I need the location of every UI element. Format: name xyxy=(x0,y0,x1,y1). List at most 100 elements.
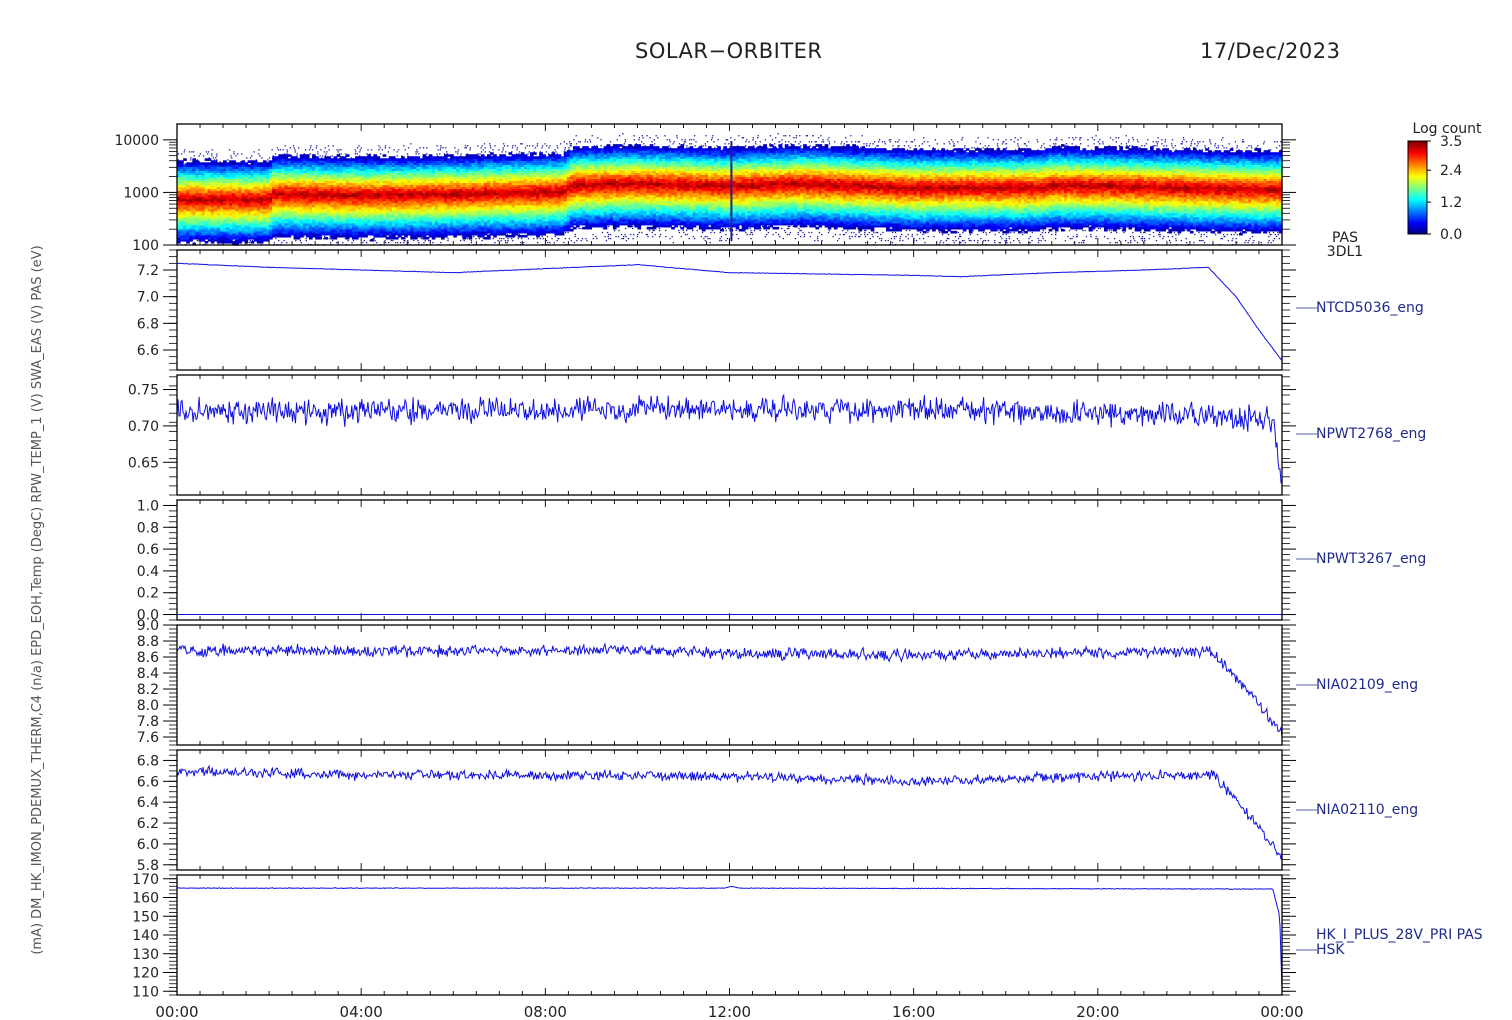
spectrogram-cell xyxy=(250,204,255,208)
spectrogram-cell xyxy=(284,208,289,212)
spectrogram-cell xyxy=(425,202,430,206)
spectrogram-cell xyxy=(223,216,227,220)
spectrogram-cell xyxy=(302,224,307,228)
spectrogram-cell xyxy=(505,234,510,238)
spectrogram-cell xyxy=(364,172,368,176)
spectrogram-cell xyxy=(505,206,510,210)
spectrogram-cell xyxy=(216,240,221,244)
spectrogram-cell xyxy=(358,176,362,180)
spectrogram-cell xyxy=(262,178,267,182)
spectrogram-cell xyxy=(487,168,491,171)
spectrogram-cell xyxy=(517,164,522,167)
spectrogram-cell xyxy=(207,186,212,190)
spectrogram-cell xyxy=(404,192,408,196)
spectrogram-cell xyxy=(235,224,239,228)
spectrogram-cell xyxy=(272,230,276,234)
spectrogram-speck xyxy=(390,239,392,242)
spectrogram-cell xyxy=(266,182,270,186)
spectrogram-cell xyxy=(321,180,325,184)
spectrogram-cell xyxy=(321,222,325,226)
spectrogram-cell xyxy=(394,210,399,214)
spectrogram-cell xyxy=(183,186,187,190)
spectrogram-cell xyxy=(401,170,405,173)
spectrogram-cell xyxy=(358,214,362,218)
spectrogram-cell xyxy=(333,204,338,208)
spectrogram-cell xyxy=(410,202,414,206)
spectrogram-cell xyxy=(315,202,319,206)
spectrogram-cell xyxy=(315,196,319,200)
spectrogram-cell xyxy=(342,192,347,196)
spectrogram-cell xyxy=(293,226,298,230)
spectrogram-cell xyxy=(468,190,473,194)
spectrogram-cell xyxy=(296,174,301,178)
spectrogram-cell xyxy=(219,180,224,184)
spectrogram-cell xyxy=(391,200,396,204)
spectrogram-cell xyxy=(477,200,482,204)
spectrogram-cell xyxy=(321,164,325,167)
spectrogram-cell xyxy=(287,174,292,178)
spectrogram-cell xyxy=(413,188,418,192)
spectrogram-cell xyxy=(437,212,442,216)
spectrogram-speck xyxy=(188,151,191,153)
spectrogram-cell xyxy=(308,158,313,161)
spectrogram-cell xyxy=(450,204,454,208)
spectrogram-cell xyxy=(437,230,442,234)
spectrogram-cell xyxy=(490,184,494,188)
spectrogram-cell xyxy=(499,174,503,178)
spectrogram-cell xyxy=(247,230,252,234)
spectrogram-cell xyxy=(241,228,246,232)
spectrogram-cell xyxy=(183,232,187,236)
spectrogram-cell xyxy=(437,172,442,176)
spectrogram-cell xyxy=(471,192,476,196)
spectrogram-cell xyxy=(262,228,267,232)
spectrogram-cell xyxy=(373,210,378,214)
spectrogram-cell xyxy=(351,186,356,190)
spectrogram-cell xyxy=(312,170,316,173)
spectrogram-cell xyxy=(471,158,476,161)
spectrogram-cell xyxy=(250,160,255,163)
spectrogram-cell xyxy=(315,232,319,236)
spectrogram-cell xyxy=(450,206,454,210)
spectrogram-cell xyxy=(339,228,344,232)
spectrogram-cell xyxy=(453,170,457,173)
spectrogram-cell xyxy=(259,220,264,224)
spectrogram-cell xyxy=(201,178,206,182)
spectrogram-cell xyxy=(496,174,500,178)
spectrogram-cell xyxy=(204,218,209,222)
spectrogram-cell xyxy=(250,232,255,236)
spectrogram-cell xyxy=(247,212,252,216)
spectrogram-cell xyxy=(296,160,301,163)
spectrogram-cell xyxy=(502,180,507,184)
spectrogram-cell xyxy=(281,204,286,208)
spectrogram-cell xyxy=(431,208,436,212)
spectrogram-cell xyxy=(308,210,313,214)
spectrogram-cell xyxy=(336,188,341,192)
spectrogram-cell xyxy=(183,216,187,220)
spectrogram-cell xyxy=(401,210,405,214)
spectrogram-cell xyxy=(477,164,482,167)
spectrogram-cell xyxy=(281,178,286,182)
spectrogram-cell xyxy=(210,220,215,224)
spectrogram-cell xyxy=(198,192,203,196)
spectrogram-cell xyxy=(318,222,322,226)
spectrogram-cell xyxy=(511,204,516,208)
spectrogram-cell xyxy=(293,202,298,206)
spectrogram-cell xyxy=(523,210,528,214)
spectrogram-cell xyxy=(422,194,427,198)
spectrogram-cell xyxy=(385,180,390,184)
spectrogram-cell xyxy=(465,180,470,184)
spectrogram-cell xyxy=(511,234,516,238)
spectrogram-cell xyxy=(480,174,485,178)
spectrogram-cell xyxy=(262,230,267,234)
spectrogram-speck xyxy=(478,155,480,157)
spectrogram-cell xyxy=(431,162,436,165)
spectrogram-cell xyxy=(296,198,301,202)
spectrogram-cell xyxy=(431,164,436,167)
spectrogram-cell xyxy=(305,180,310,184)
spectrogram-cell xyxy=(385,176,390,180)
spectrogram-cell xyxy=(250,234,255,238)
spectrogram-cell xyxy=(305,158,310,161)
spectrogram-cell xyxy=(272,180,276,184)
spectrogram-cell xyxy=(281,234,286,238)
spectrogram-cell xyxy=(459,168,464,171)
